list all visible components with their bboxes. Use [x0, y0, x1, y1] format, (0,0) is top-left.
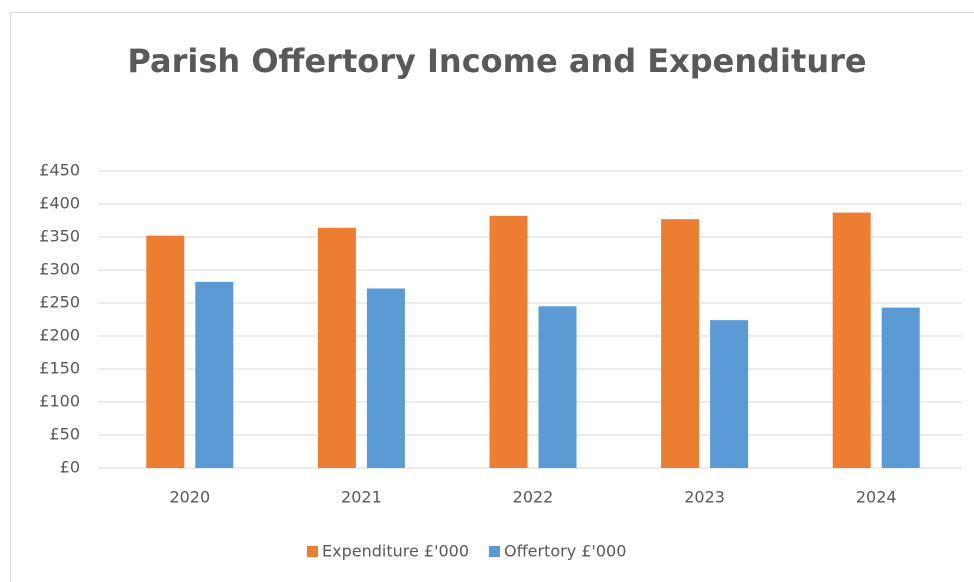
- legend-label: Expenditure £'000: [322, 542, 469, 561]
- x-tick-label: 2024: [856, 488, 897, 507]
- bar: [146, 235, 185, 468]
- y-tick-label: £150: [39, 359, 80, 378]
- bar: [195, 281, 234, 468]
- x-tick-label: 2022: [513, 488, 554, 507]
- legend-label: Offertory £'000: [504, 542, 626, 561]
- y-tick-label: £200: [39, 326, 80, 345]
- x-tick-label: 2020: [169, 488, 210, 507]
- y-tick-label: £50: [49, 425, 80, 444]
- x-tick-label: 2023: [684, 488, 725, 507]
- y-tick-label: £350: [39, 227, 80, 246]
- x-tick-label: 2021: [341, 488, 382, 507]
- chart-title: Parish Offertory Income and Expenditure: [127, 42, 866, 80]
- y-tick-label: £450: [39, 161, 80, 180]
- legend-swatch: [307, 546, 318, 557]
- bar: [317, 227, 356, 468]
- bar: [832, 212, 871, 468]
- y-tick-label: £0: [60, 458, 80, 477]
- y-tick-label: £100: [39, 392, 80, 411]
- bar: [366, 288, 405, 468]
- bar: [489, 215, 528, 468]
- bar: [538, 306, 577, 468]
- bar: [710, 320, 749, 468]
- legend-swatch: [489, 546, 501, 557]
- y-tick-label: £250: [39, 293, 80, 312]
- y-tick-label: £300: [39, 260, 80, 279]
- y-tick-label: £400: [39, 194, 80, 213]
- bar: [661, 219, 700, 468]
- bar: [881, 307, 920, 468]
